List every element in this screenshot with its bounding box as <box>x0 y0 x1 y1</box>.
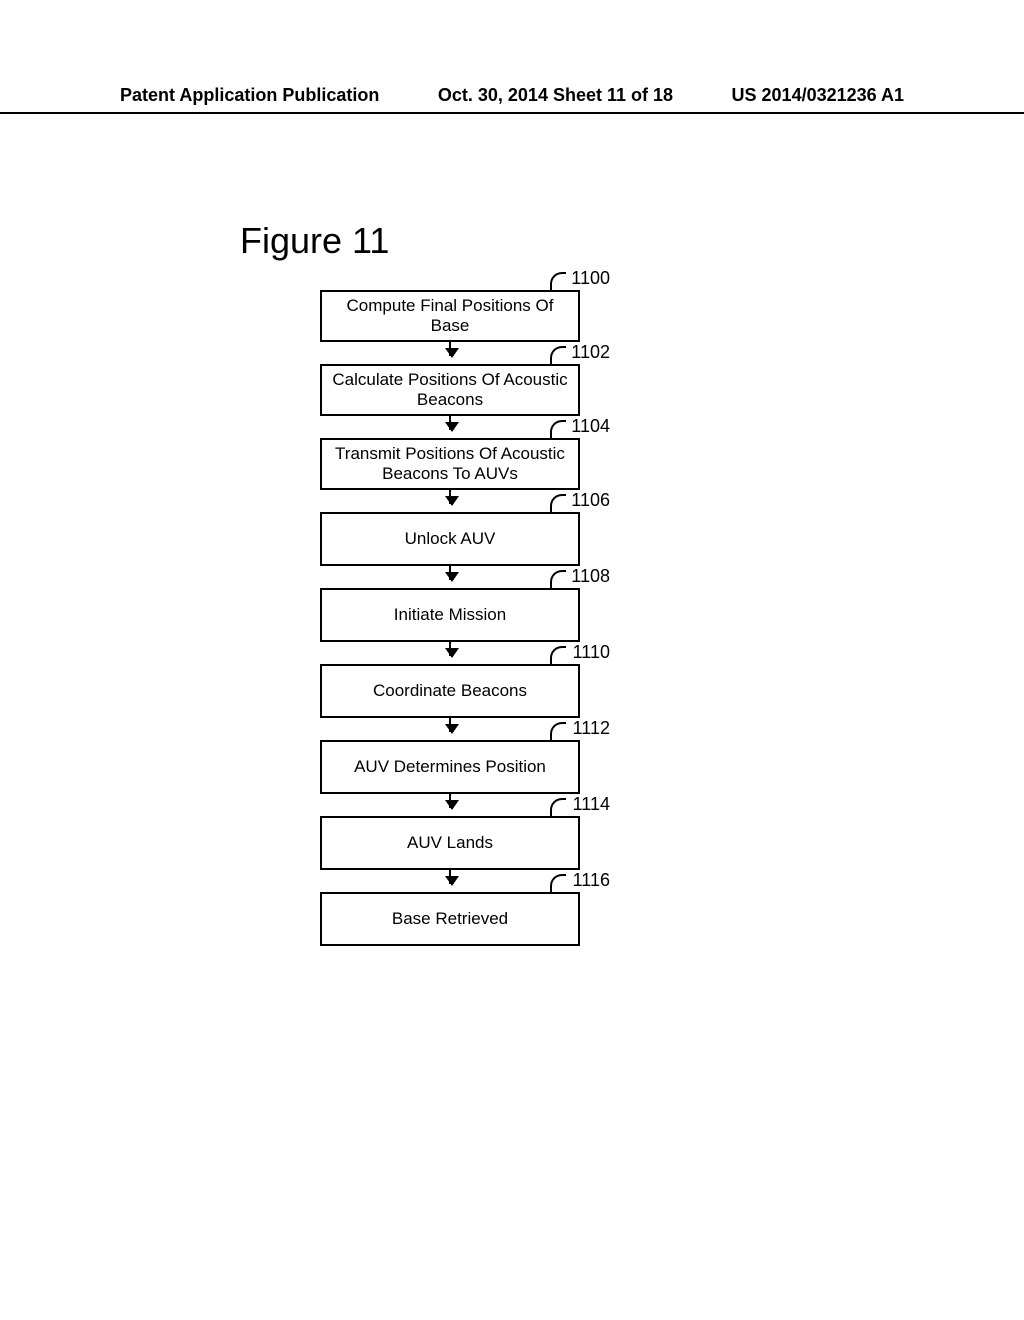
page-header: Patent Application Publication Oct. 30, … <box>0 85 1024 114</box>
header-right: US 2014/0321236 A1 <box>732 85 904 106</box>
flow-box: Transmit Positions Of Acoustic Beacons T… <box>320 438 580 490</box>
header-row: Patent Application Publication Oct. 30, … <box>0 85 1024 106</box>
reference-number: 1104 <box>571 416 610 437</box>
flow-step: 1100Compute Final Positions Of Base <box>300 290 600 342</box>
flow-step: 1102Calculate Positions Of Acoustic Beac… <box>300 364 600 416</box>
flow-box: Compute Final Positions Of Base <box>320 290 580 342</box>
flow-step: 1116Base Retrieved <box>300 892 600 946</box>
reference-number: 1102 <box>571 342 610 363</box>
header-center: Oct. 30, 2014 Sheet 11 of 18 <box>438 85 673 106</box>
reference-number: 1114 <box>573 794 610 815</box>
flowchart: 1100Compute Final Positions Of Base 1102C… <box>300 290 600 946</box>
flow-box: AUV Lands <box>320 816 580 870</box>
flow-box: Calculate Positions Of Acoustic Beacons <box>320 364 580 416</box>
flow-box: Coordinate Beacons <box>320 664 580 718</box>
ref-hook <box>550 346 566 366</box>
flow-step: 1108Initiate Mission <box>300 588 600 642</box>
reference-number: 1106 <box>571 490 610 511</box>
flow-box: Unlock AUV <box>320 512 580 566</box>
flow-step: 1112AUV Determines Position <box>300 740 600 794</box>
flow-box: Initiate Mission <box>320 588 580 642</box>
reference-number: 1112 <box>573 718 610 739</box>
flow-step: 1110Coordinate Beacons <box>300 664 600 718</box>
header-left: Patent Application Publication <box>120 85 379 106</box>
ref-hook <box>550 420 566 440</box>
ref-hook <box>550 798 566 818</box>
reference-number: 1108 <box>571 566 610 587</box>
ref-hook <box>550 494 566 514</box>
reference-number: 1110 <box>573 642 610 663</box>
ref-hook <box>550 874 566 894</box>
ref-hook <box>550 722 566 742</box>
ref-hook <box>550 272 566 292</box>
reference-number: 1116 <box>573 870 610 891</box>
ref-hook <box>550 570 566 590</box>
flow-box: AUV Determines Position <box>320 740 580 794</box>
flow-step: 1106Unlock AUV <box>300 512 600 566</box>
reference-number: 1100 <box>571 268 610 289</box>
flow-step: 1114AUV Lands <box>300 816 600 870</box>
ref-hook <box>550 646 566 666</box>
figure-title: Figure 11 <box>240 220 389 262</box>
flow-box: Base Retrieved <box>320 892 580 946</box>
flow-step: 1104Transmit Positions Of Acoustic Beaco… <box>300 438 600 490</box>
